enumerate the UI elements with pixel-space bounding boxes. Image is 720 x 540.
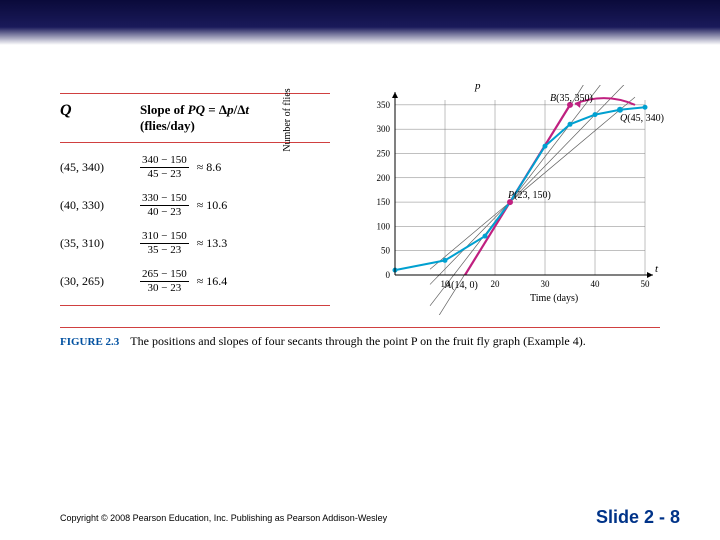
table-row: (30, 265) 265 − 150 30 − 23 ≈ 16.4 — [60, 267, 330, 295]
col-q-header: Q — [60, 102, 140, 134]
approx-value: ≈ 8.6 — [197, 160, 222, 175]
svg-text:40: 40 — [591, 279, 601, 289]
figure-caption: FIGURE 2.3 The positions and slopes of f… — [0, 315, 720, 349]
approx-value: ≈ 16.4 — [197, 274, 228, 289]
q-value: (30, 265) — [60, 274, 140, 289]
xlabel: Time (days) — [530, 293, 578, 304]
fraction: 310 − 150 35 − 23 — [140, 230, 189, 255]
svg-text:20: 20 — [491, 279, 501, 289]
fraction: 265 − 150 30 − 23 — [140, 268, 189, 293]
fraction: 340 − 150 45 − 23 — [140, 154, 189, 179]
approx-value: ≈ 10.6 — [197, 198, 228, 213]
content-area: Q Slope of PQ = Δp/Δt (flies/day) (45, 3… — [0, 45, 720, 315]
point-b-label: B(35, 350) — [550, 93, 593, 104]
svg-text:300: 300 — [377, 124, 391, 134]
point-a-label: A(14, 0) — [445, 280, 478, 291]
svg-text:200: 200 — [377, 173, 391, 183]
fraction: 330 − 150 40 − 23 — [140, 192, 189, 217]
q-value: (40, 330) — [60, 198, 140, 213]
svg-text:100: 100 — [377, 221, 391, 231]
caption-text: The positions and slopes of four secants… — [130, 334, 585, 348]
svg-text:0: 0 — [386, 270, 391, 280]
footer: Copyright © 2008 Pearson Education, Inc.… — [0, 507, 720, 528]
svg-text:50: 50 — [381, 246, 391, 256]
chart: 1020304050501001502002503003500 p t Numb… — [350, 85, 670, 315]
table-rule-bottom — [60, 305, 330, 306]
approx-value: ≈ 13.3 — [197, 236, 228, 251]
p-axis-label: p — [475, 80, 481, 92]
table-row: (40, 330) 330 − 150 40 − 23 ≈ 10.6 — [60, 191, 330, 219]
svg-text:30: 30 — [541, 279, 551, 289]
svg-text:350: 350 — [377, 100, 391, 110]
svg-text:50: 50 — [641, 279, 651, 289]
caption-rule — [60, 327, 660, 328]
col-slope-header: Slope of PQ = Δp/Δt (flies/day) — [140, 102, 249, 134]
figure-label: FIGURE 2.3 — [60, 336, 119, 348]
ylabel: Number of flies — [282, 60, 293, 180]
q-value: (35, 310) — [60, 236, 140, 251]
slide-number: Slide 2 - 8 — [596, 507, 680, 528]
point-q-label: Q(45, 340) — [620, 113, 664, 124]
svg-text:250: 250 — [377, 148, 391, 158]
svg-text:150: 150 — [377, 197, 391, 207]
table-row: (35, 310) 310 − 150 35 − 23 ≈ 13.3 — [60, 229, 330, 257]
title-bar — [0, 0, 720, 45]
t-axis-label: t — [655, 263, 658, 275]
q-value: (45, 340) — [60, 160, 140, 175]
point-p-label: P(23, 150) — [508, 190, 551, 201]
copyright-text: Copyright © 2008 Pearson Education, Inc.… — [60, 513, 387, 523]
